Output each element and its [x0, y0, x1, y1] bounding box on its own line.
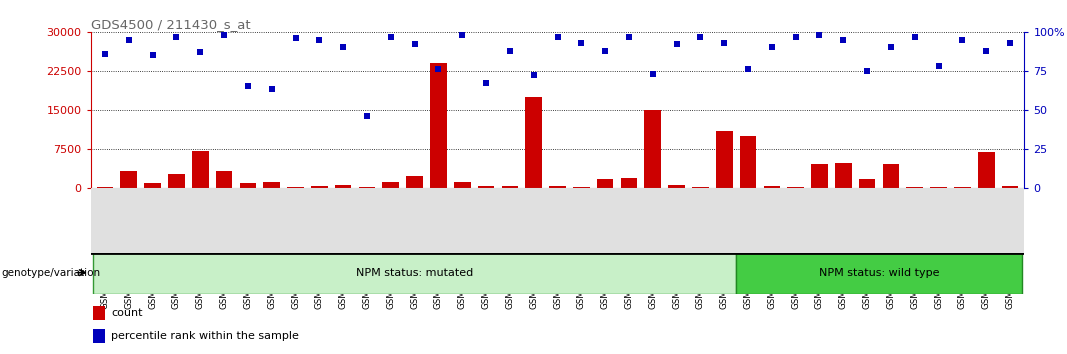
Point [644, 71, 662, 77]
Bar [739, 136, 757, 188]
Bar [407, 176, 423, 188]
Point [168, 34, 185, 39]
Bar [478, 185, 494, 188]
Point [382, 34, 399, 39]
Point [310, 37, 328, 42]
Point [548, 34, 566, 39]
Point [930, 63, 947, 69]
Bar [954, 187, 971, 188]
Text: GDS4500 / 211430_s_at: GDS4500 / 211430_s_at [91, 18, 251, 31]
Point [96, 51, 113, 57]
Bar [692, 187, 708, 188]
Bar [835, 163, 851, 188]
Point [478, 80, 495, 86]
Bar [94, 329, 105, 343]
Bar [501, 186, 519, 188]
Bar [787, 187, 805, 188]
Bar [430, 63, 447, 188]
Bar [859, 179, 875, 188]
Point [287, 35, 304, 41]
Bar [573, 187, 590, 188]
Bar [144, 183, 161, 188]
Bar [121, 171, 138, 188]
Point [668, 41, 685, 47]
Text: percentile rank within the sample: percentile rank within the sample [111, 331, 299, 341]
Point [121, 37, 138, 42]
Bar [287, 187, 304, 188]
Bar [882, 164, 899, 188]
Bar [453, 182, 471, 188]
Bar [192, 151, 208, 188]
Bar [97, 187, 113, 188]
Text: NPM status: wild type: NPM status: wild type [818, 268, 939, 279]
Bar [644, 110, 662, 188]
Point [407, 41, 424, 47]
Text: NPM status: mutated: NPM status: mutated [356, 268, 474, 279]
Bar [94, 306, 105, 320]
Bar [811, 164, 828, 188]
Point [906, 34, 923, 39]
Point [787, 34, 805, 39]
Bar [716, 131, 733, 188]
Bar [1002, 185, 1018, 188]
Point [144, 52, 161, 58]
FancyBboxPatch shape [93, 253, 736, 294]
Point [691, 34, 708, 39]
Point [264, 87, 281, 92]
Point [1002, 40, 1019, 46]
Point [501, 48, 519, 53]
Text: genotype/variation: genotype/variation [2, 268, 101, 278]
Point [977, 48, 994, 53]
FancyBboxPatch shape [736, 253, 1022, 294]
Bar [169, 174, 185, 188]
Bar [525, 97, 542, 188]
Point [573, 40, 590, 46]
Bar [621, 178, 637, 188]
Point [192, 49, 209, 55]
Bar [216, 171, 233, 188]
Point [834, 37, 851, 42]
Bar [264, 182, 280, 188]
Point [453, 32, 471, 38]
Bar [930, 187, 946, 188]
Bar [596, 179, 614, 188]
Bar [359, 187, 376, 188]
Bar [335, 185, 351, 188]
Bar [310, 185, 328, 188]
Point [859, 68, 876, 74]
Bar [907, 187, 923, 188]
Point [954, 37, 971, 42]
Bar [550, 185, 566, 188]
Bar [382, 182, 399, 188]
Point [525, 73, 542, 78]
Bar [668, 185, 685, 188]
Point [359, 113, 376, 119]
Point [739, 67, 757, 72]
Bar [764, 185, 780, 188]
Point [763, 45, 780, 50]
Point [882, 45, 899, 50]
Point [216, 32, 233, 38]
Bar [977, 152, 994, 188]
Point [716, 40, 733, 46]
Bar [240, 183, 256, 188]
Point [239, 84, 256, 89]
Point [620, 34, 637, 39]
Text: count: count [111, 308, 143, 318]
Point [430, 67, 447, 72]
Point [811, 32, 828, 38]
Point [335, 45, 352, 50]
Point [596, 48, 614, 53]
